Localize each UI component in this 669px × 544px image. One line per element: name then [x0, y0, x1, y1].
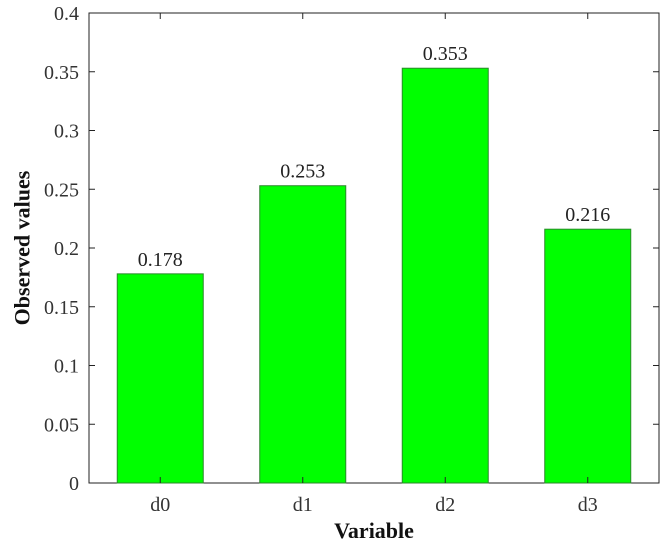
y-tick-label: 0.1	[54, 356, 79, 378]
y-axis: 0 0.05 0.1 0.15 0.2 0.25 0.3 0.35 0.4	[44, 3, 659, 495]
y-tick-label: 0.25	[44, 179, 79, 201]
y-axis-title: Observed values	[10, 170, 35, 325]
x-tick-label-d3: d3	[578, 494, 598, 516]
y-tick-label: 0.35	[44, 62, 79, 84]
y-tick-label: 0	[69, 473, 79, 495]
bar-d0	[116, 273, 204, 484]
data-label-d0: 0.178	[138, 249, 183, 271]
x-axis-title: Variable	[334, 518, 414, 543]
bar-d3	[544, 228, 632, 484]
y-tick-label: 0.15	[44, 297, 79, 319]
x-axis: d0 d1 d2 d3	[150, 13, 598, 516]
y-tick-label: 0.4	[54, 3, 79, 25]
data-label-d1: 0.253	[280, 161, 325, 183]
bars: 0.178 0.253 0.353 0.216	[116, 43, 632, 484]
data-label-d3: 0.216	[565, 204, 610, 226]
y-tick-label: 0.3	[54, 121, 79, 143]
x-tick-label-d2: d2	[435, 494, 455, 516]
bar-d1	[259, 185, 347, 484]
x-tick-label-d0: d0	[150, 494, 170, 516]
x-tick-label-d1: d1	[293, 494, 313, 516]
bar-d2	[401, 67, 489, 484]
y-tick-label: 0.05	[44, 414, 79, 436]
data-label-d2: 0.353	[423, 43, 468, 65]
y-tick-label: 0.2	[54, 238, 79, 260]
